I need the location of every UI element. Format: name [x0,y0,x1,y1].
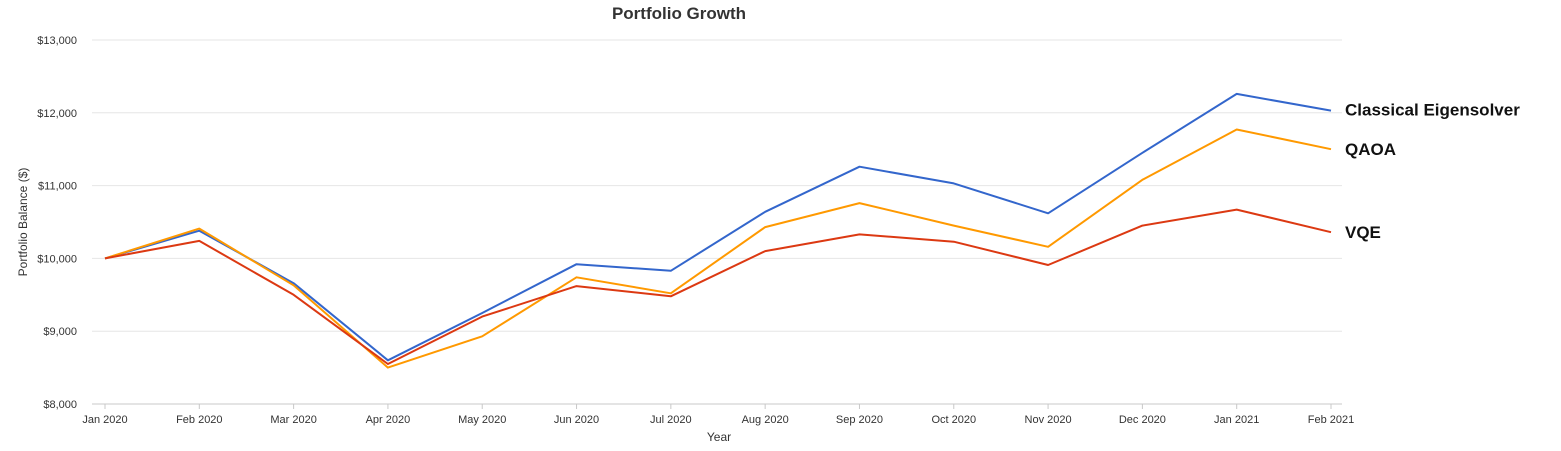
y-tick-label: $9,000 [43,326,77,338]
x-tick-label: Jun 2020 [554,414,599,426]
y-tick-label: $10,000 [37,253,77,265]
x-tick-label: Aug 2020 [742,414,789,426]
y-tick-label: $8,000 [43,399,77,411]
series-line-qaoa [104,128,1332,369]
y-axis-ticks: $8,000 $9,000 $10,000 $11,000 $12,000 $13,000 [37,35,77,411]
series-label-classical-eigensolver: Classical Eigensolver [1345,101,1520,120]
y-tick-label: $13,000 [37,35,77,47]
x-tick-label: Apr 2020 [366,414,411,426]
grid [92,39,1342,332]
x-tick-label: Dec 2020 [1119,414,1166,426]
x-axis-ticks: Jan 2020 Feb 2020 Mar 2020 Apr 2020 May 2020… [82,404,1354,426]
x-tick-label: Feb 2020 [176,414,222,426]
x-tick-label: Jan 2020 [82,414,127,426]
x-tick-label: Oct 2020 [931,414,976,426]
y-tick-label: $12,000 [37,108,77,120]
x-tick-label: Nov 2020 [1025,414,1072,426]
series-label-qaoa: QAOA [1345,140,1396,159]
x-tick-label: May 2020 [458,414,506,426]
x-axis-label: Year [707,430,731,444]
x-tick-label: Sep 2020 [836,414,883,426]
y-axis-label: Portfolio Balance ($) [16,168,30,277]
series-label-vqe: VQE [1345,223,1381,242]
series-line-classical-eigensolver [104,92,1332,362]
x-tick-label: Mar 2020 [270,414,316,426]
series-labels: Classical Eigensolver QAOA VQE [1345,101,1520,243]
x-tick-label: Feb 2021 [1308,414,1354,426]
series-lines [104,92,1332,369]
series-line-vqe [104,208,1332,365]
x-tick-label: Jan 2021 [1214,414,1259,426]
x-tick-label: Jul 2020 [650,414,692,426]
y-tick-label: $11,000 [38,181,77,193]
chart-title: Portfolio Growth [612,4,746,23]
